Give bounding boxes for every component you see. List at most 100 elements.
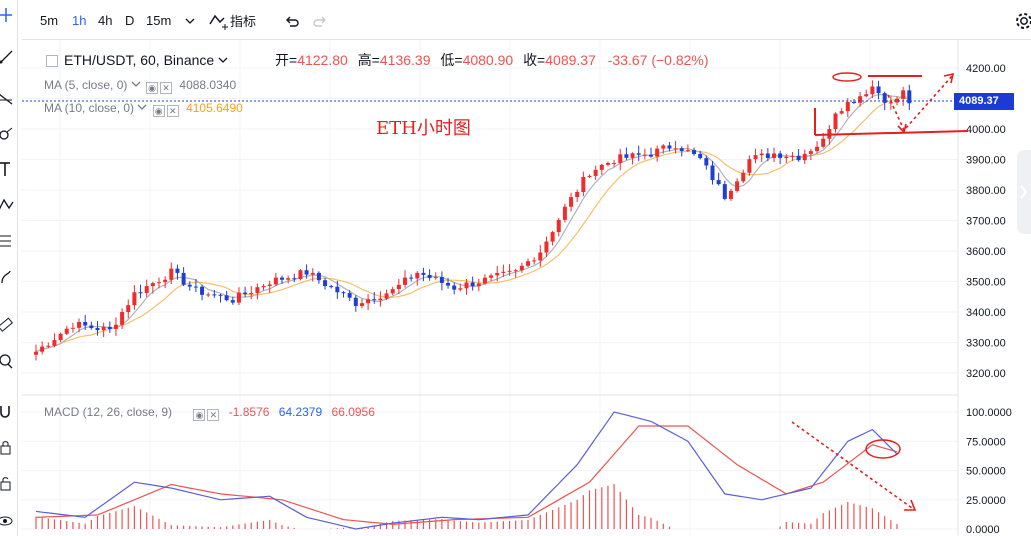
candle-body [815,146,820,152]
trendline-icon[interactable] [0,46,17,68]
candle-body [550,232,555,242]
eye-icon[interactable] [0,510,17,532]
brush-icon[interactable] [0,124,17,146]
undo-button[interactable] [284,12,300,30]
candle-body [52,340,57,346]
candle-body [784,156,789,158]
lock-drawings-icon[interactable] [0,436,17,458]
highlight-ellipse [832,72,862,82]
redo-button[interactable] [312,12,328,30]
zoom-icon[interactable] [0,350,17,372]
candle-body [495,272,500,276]
ruler-icon[interactable] [0,314,17,336]
ma5-path [35,93,910,353]
crosshair-icon[interactable] [0,4,17,26]
candle-body [716,180,721,185]
candle-body [255,287,260,293]
candle-body [433,277,438,279]
candle-body [802,153,807,161]
interval-1h[interactable]: 1h [72,13,87,28]
candle-body [882,93,887,103]
fib-icon[interactable] [0,88,17,110]
candle-body [808,151,813,154]
candle-body [636,153,641,155]
candle-body [667,145,672,149]
candle-body [34,351,38,355]
candle-body [206,294,211,296]
lock-icon[interactable] [0,472,17,494]
symbol-dropdown-icon[interactable] [218,55,228,65]
candle-body [833,113,838,130]
pattern-icon[interactable] [0,194,17,216]
candle-body [126,305,131,313]
arrowhead [943,72,955,84]
candle-body [482,277,487,284]
candle-body [230,300,235,303]
candle-body [513,270,518,272]
candle-body [735,181,740,191]
candle-body [372,299,377,301]
expand-panel-handle[interactable] [1017,150,1031,234]
candle-body [772,153,776,158]
candle-body [113,324,118,329]
ma10-legend[interactable]: MA (10, close, 0) ◉ ✕ 4105.6490 [44,100,243,117]
indicators-button[interactable]: 指标 [208,12,256,30]
candle-body [261,285,266,288]
close-icon: ✕ [160,82,173,94]
candle-body [649,154,653,157]
price-tick-label: 3700.00 [966,216,1006,228]
candle-body [851,102,856,104]
ohlc-legend: 开=4122.80 高=4136.39 低=4080.90 收=4089.37 … [275,52,709,68]
candle-body [587,175,592,177]
open-value: 4122.80 [297,52,348,68]
gear-icon [1016,13,1031,29]
close-icon: ✕ [207,409,220,421]
candle-body [821,138,826,147]
candle-body [562,206,567,220]
candle-body [181,272,186,285]
text-icon[interactable] [0,158,17,180]
interval-dropdown-icon[interactable] [185,12,195,30]
price-tick-label: 3600.00 [966,246,1006,258]
candle-body [378,298,383,301]
candle-body [132,292,137,306]
interval-5m[interactable]: 5m [40,13,59,28]
visibility-icon: ◉ [146,82,159,94]
visibility-icon: ◉ [193,409,206,421]
indicators-label: 指标 [230,14,257,29]
candle-body [452,285,457,290]
macd-down-arrow [791,421,913,509]
low-label: 低= [440,52,463,68]
settings-button[interactable] [1013,10,1031,32]
candle-body [741,172,746,182]
visibility-icon: ◉ [152,105,165,117]
candle-body [538,252,543,261]
candle-body [83,321,88,326]
candle-body [845,102,850,112]
low-value: 4080.90 [462,52,514,68]
interval-4h[interactable]: 4h [98,13,113,28]
candle-body [163,279,168,283]
interval-15m[interactable]: 15m [146,13,172,28]
candle-body [532,260,537,262]
candle-body [612,163,617,165]
candle-body [138,292,143,294]
macd-legend[interactable]: MACD (12, 26, close, 9) ◉ ✕ -1.8576 64.23… [44,404,375,421]
price-tick-label: 3500.00 [966,277,1006,289]
candle-body [790,155,795,157]
candle-body [526,261,530,266]
forecast-icon[interactable] [0,230,17,252]
magnet-icon[interactable] [0,400,17,422]
candle-body [864,94,869,97]
candle-body [439,277,444,283]
candle-body [341,292,346,294]
macd-label: MACD (12, 26, close, 9) [44,405,173,419]
ma5-legend[interactable]: MA (5, close, 0) ◉ ✕ 4088.0340 [44,77,236,94]
candle-body [630,153,635,158]
candle-body [464,282,469,289]
interval-d[interactable]: D [125,13,135,28]
candle-body [403,277,407,285]
candle-body [858,96,863,103]
shapes-icon[interactable] [0,266,17,288]
